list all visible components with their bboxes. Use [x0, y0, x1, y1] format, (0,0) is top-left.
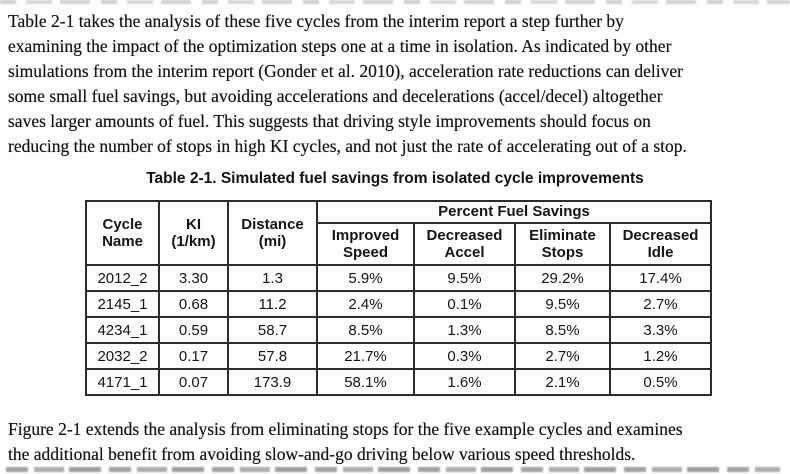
closing-paragraph: Figure 2-1 extends the analysis from eli…: [8, 419, 683, 464]
cell-ki: 0.07: [158, 368, 229, 396]
cell-distance: 58.7: [227, 316, 318, 344]
cell-eliminate-stops: 2.1%: [514, 368, 611, 396]
col-group-header-percent-fuel-savings: Percent Fuel Savings: [315, 200, 713, 224]
col-header-decreased-accel: Decreased Accel: [413, 222, 516, 266]
cell-eliminate-stops: 2.7%: [514, 342, 611, 370]
cell-eliminate-stops: 29.2%: [514, 264, 611, 292]
cell-decreased-accel: 1.3%: [413, 316, 516, 344]
table-row-2145-1: 2145_1 0.68 11.2 2.4% 0.1% 9.5% 2.7%: [85, 290, 713, 318]
cell-cycle-name: 2012_2: [85, 264, 160, 292]
table-row-2012-2: 2012_2 3.30 1.3 5.9% 9.5% 29.2% 17.4%: [85, 264, 713, 292]
cell-improved-speed: 2.4%: [316, 290, 415, 318]
col-header-decreased-idle: Decreased Idle: [608, 222, 713, 266]
cell-decreased-idle: 3.3%: [608, 316, 713, 344]
table-caption: Table 2-1. Simulated fuel savings from i…: [146, 170, 644, 187]
cell-ki: 0.17: [158, 342, 229, 370]
cell-decreased-accel: 9.5%: [413, 264, 516, 292]
intro-paragraph: Table 2-1 takes the analysis of these fi…: [8, 11, 687, 156]
cell-decreased-idle: 17.4%: [608, 264, 713, 292]
cell-improved-speed: 21.7%: [316, 342, 415, 370]
col-header-ki: KI (1/km): [158, 200, 229, 266]
cell-improved-speed: 5.9%: [316, 264, 415, 292]
cell-ki: 3.30: [158, 264, 229, 292]
col-header-cycle-name: Cycle Name: [85, 200, 160, 266]
cell-distance: 1.3: [227, 264, 318, 292]
cell-distance: 57.8: [227, 342, 318, 370]
cell-distance: 173.9: [227, 368, 318, 396]
cell-decreased-idle: 2.7%: [608, 290, 713, 318]
cell-eliminate-stops: 8.5%: [514, 316, 611, 344]
cell-eliminate-stops: 9.5%: [514, 290, 611, 318]
cell-cycle-name: 2145_1: [85, 290, 160, 318]
col-header-improved-speed: Improved Speed: [316, 222, 415, 266]
cell-cycle-name: 4234_1: [85, 316, 160, 344]
cell-decreased-accel: 0.1%: [413, 290, 516, 318]
cell-distance: 11.2: [227, 290, 318, 318]
fuel-savings-table: Cycle Name KI (1/km) Distance (mi) Perce…: [85, 200, 713, 396]
col-header-distance: Distance (mi): [227, 200, 318, 266]
table-row-4171-1: 4171_1 0.07 173.9 58.1% 1.6% 2.1% 0.5%: [85, 368, 713, 396]
table-row-2032-2: 2032_2 0.17 57.8 21.7% 0.3% 2.7% 1.2%: [85, 342, 713, 370]
cell-cycle-name: 4171_1: [85, 368, 160, 396]
cell-cycle-name: 2032_2: [85, 342, 160, 370]
table-header-row-1: Cycle Name KI (1/km) Distance (mi) Perce…: [85, 200, 713, 266]
cell-ki: 0.68: [158, 290, 229, 318]
cell-decreased-idle: 0.5%: [608, 368, 713, 396]
table-row-4234-1: 4234_1 0.59 58.7 8.5% 1.3% 8.5% 3.3%: [85, 316, 713, 344]
cell-decreased-accel: 1.6%: [413, 368, 516, 396]
cell-decreased-accel: 0.3%: [413, 342, 516, 370]
scan-artifact-bottom: [6, 467, 780, 472]
cell-improved-speed: 58.1%: [316, 368, 415, 396]
col-header-eliminate-stops: Eliminate Stops: [514, 222, 611, 266]
cell-improved-speed: 8.5%: [316, 316, 415, 344]
table-header-row-2: Improved Speed Decreased Accel Eliminate…: [86, 222, 713, 266]
cell-decreased-idle: 1.2%: [608, 342, 713, 370]
cell-ki: 0.59: [158, 316, 229, 344]
scan-artifact-top: [0, 0, 790, 4]
